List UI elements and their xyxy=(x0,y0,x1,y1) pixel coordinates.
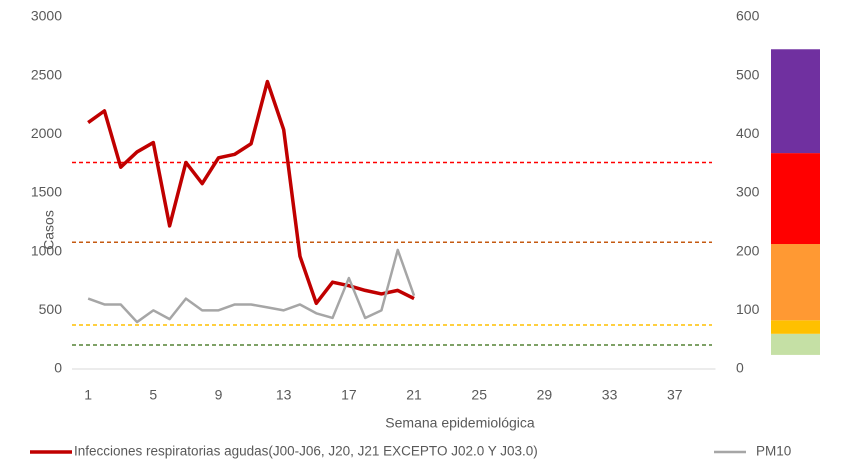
x-tick-label: 17 xyxy=(341,387,357,403)
x-axis-label: Semana epidemiológica xyxy=(385,415,535,431)
series-line xyxy=(87,79,415,306)
y2-tick-label: 0 xyxy=(736,360,744,376)
y-tick-label: 500 xyxy=(39,301,63,317)
y2-band xyxy=(771,320,820,334)
y2-tick-label: 200 xyxy=(736,242,760,258)
y-tick-label: 1500 xyxy=(31,184,62,200)
y2-band xyxy=(771,49,820,154)
x-tick-label: 5 xyxy=(149,387,157,403)
x-tick-label: 25 xyxy=(471,387,487,403)
x-tick-label: 1 xyxy=(84,387,92,403)
x-tick-label: 33 xyxy=(602,387,618,403)
x-tick-label: 37 xyxy=(667,387,683,403)
x-tick-label: 29 xyxy=(537,387,553,403)
x-tick-label: 13 xyxy=(276,387,292,403)
y-tick-label: 2500 xyxy=(31,66,62,82)
y2-band xyxy=(771,244,820,321)
x-tick-label: 21 xyxy=(406,387,422,403)
y2-tick-label: 400 xyxy=(736,125,760,141)
y2-tick-label: 100 xyxy=(736,301,760,317)
y2-band xyxy=(771,153,820,245)
y2-tick-label: 500 xyxy=(736,66,760,82)
series-line xyxy=(87,248,416,324)
y-tick-label: 2000 xyxy=(31,125,62,141)
y-tick-label: 0 xyxy=(54,360,62,376)
y-axis-label: Casos xyxy=(41,210,57,250)
y-tick-label: 3000 xyxy=(31,8,62,24)
legend-label: PM10 xyxy=(756,444,791,459)
y-tick-label: 1000 xyxy=(31,242,62,258)
y2-tick-label: 300 xyxy=(736,184,760,200)
y2-band xyxy=(771,333,820,355)
legend-label: Infecciones respiratorias agudas(J00-J06… xyxy=(74,444,538,459)
y2-tick-label: 600 xyxy=(736,8,760,24)
x-tick-label: 9 xyxy=(215,387,223,403)
